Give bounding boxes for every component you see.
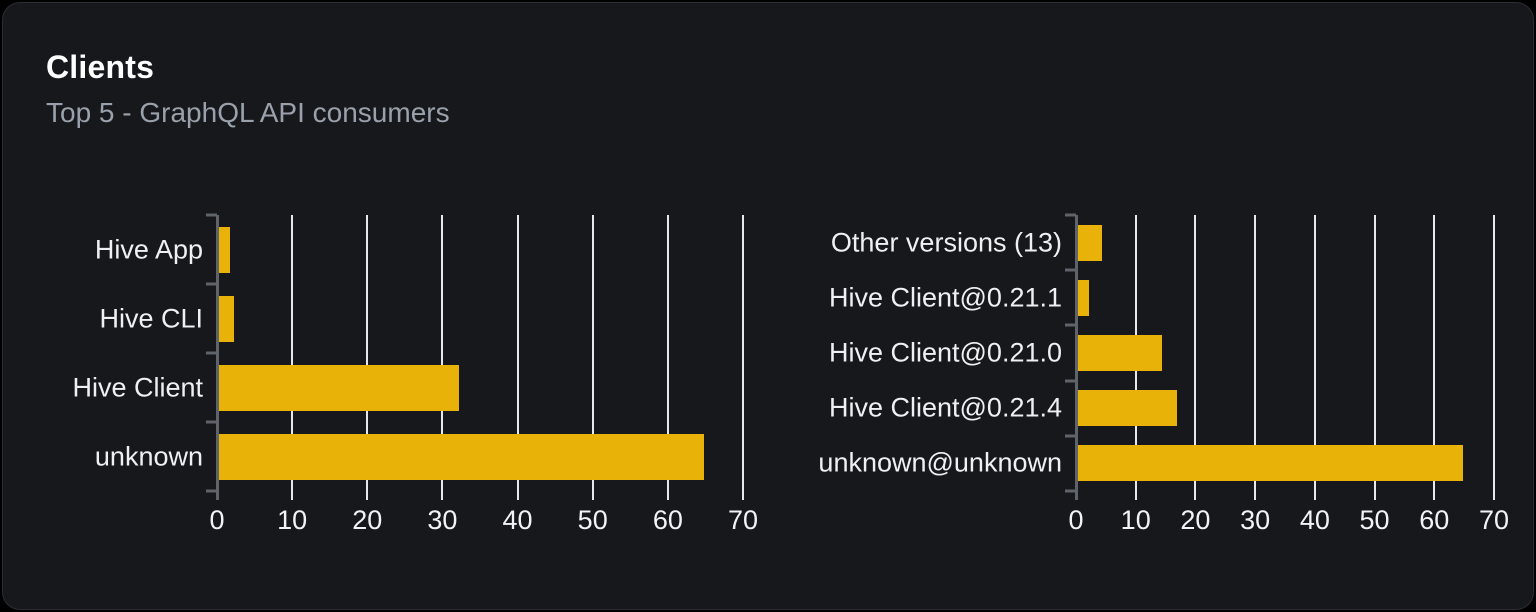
category-label-hive-client-0-21-4: Hive Client@0.21.4 [828, 392, 1062, 423]
y-axis-tick [1065, 323, 1076, 327]
category-label-hive-cli: Hive CLI [99, 303, 203, 333]
y-axis-tick [206, 213, 217, 217]
y-axis-tick [1065, 434, 1076, 438]
y-axis-tick [206, 282, 217, 286]
gridline [1313, 215, 1316, 500]
x-axis-tick-label: 40 [502, 505, 533, 535]
gridline [591, 215, 594, 500]
category-label-hive-app: Hive App [94, 234, 203, 264]
x-axis-tick-label: 70 [727, 505, 759, 535]
y-axis-tick [206, 420, 217, 424]
gridline [1433, 215, 1436, 500]
x-axis-tick-label: 0 [209, 505, 225, 535]
x-axis-tick-label: 40 [1299, 505, 1330, 535]
x-axis-tick-label: 60 [652, 505, 683, 535]
clients-by-version-bar-chart: 0 10 20 30 40 50 60 70 Other versions (13) Hive C… [818, 213, 1509, 535]
x-axis-tick-label: 20 [352, 505, 383, 535]
x-axis-tick-label: 30 [427, 505, 458, 535]
x-axis-tick-label: 10 [1120, 505, 1151, 535]
gridline [1493, 215, 1495, 500]
gridline [366, 215, 369, 500]
y-axis-line [216, 215, 219, 500]
y-axis-tick [1065, 268, 1076, 272]
y-axis-tick [206, 351, 217, 355]
gridline [1373, 215, 1376, 500]
x-axis-tick-label: 50 [577, 505, 608, 535]
gridline [1254, 215, 1257, 500]
bar-hive-client-0-21-0 [1078, 335, 1162, 371]
card-subtitle: Top 5 - GraphQL API consumers [46, 97, 450, 128]
category-label-hive-client-0-21-0: Hive Client@0.21.0 [828, 337, 1062, 368]
x-axis-tick-label: 50 [1359, 505, 1390, 535]
y-axis-tick [206, 489, 217, 493]
category-label-unknown: unknown [94, 441, 203, 471]
y-axis-tick [1065, 489, 1076, 493]
x-axis-tick-label: 60 [1419, 505, 1450, 535]
bar-hive-client [219, 364, 460, 411]
bar-unknown-unknown [1078, 445, 1464, 482]
category-label-hive-client-0-21-1: Hive Client@0.21.1 [828, 282, 1062, 313]
bar-hive-cli [219, 295, 235, 342]
x-axis-tick-label: 10 [277, 505, 308, 535]
gridline [441, 215, 444, 500]
bar-hive-client-0-21-1 [1078, 279, 1089, 316]
bar-other-versions-13 [1078, 224, 1102, 261]
y-axis-line [1075, 215, 1078, 500]
x-axis-tick-label: 20 [1180, 505, 1211, 535]
card-title: Clients [46, 49, 155, 85]
gridline [516, 215, 519, 500]
category-label-other-versions-13: Other versions (13) [830, 227, 1062, 258]
bar-hive-app [219, 226, 231, 273]
category-label-hive-client: Hive Client [72, 372, 203, 402]
y-axis-tick [1065, 213, 1076, 217]
bar-hive-client-0-21-4 [1078, 390, 1177, 427]
gridline [742, 215, 744, 500]
gridline [291, 215, 294, 500]
x-axis-tick-label: 30 [1240, 505, 1271, 535]
clients-by-name-bar-chart: 0 10 20 30 40 50 60 70 Hive App Hive CLI Hive Clie… [72, 213, 758, 535]
y-axis-tick [1065, 379, 1076, 383]
gridline [666, 215, 669, 500]
category-label-unknown-unknown: unknown@unknown [818, 447, 1062, 478]
bar-unknown [219, 433, 704, 480]
gridline [1194, 215, 1197, 500]
x-axis-tick-label: 70 [1478, 505, 1510, 535]
x-axis-tick-label: 0 [1068, 505, 1084, 535]
